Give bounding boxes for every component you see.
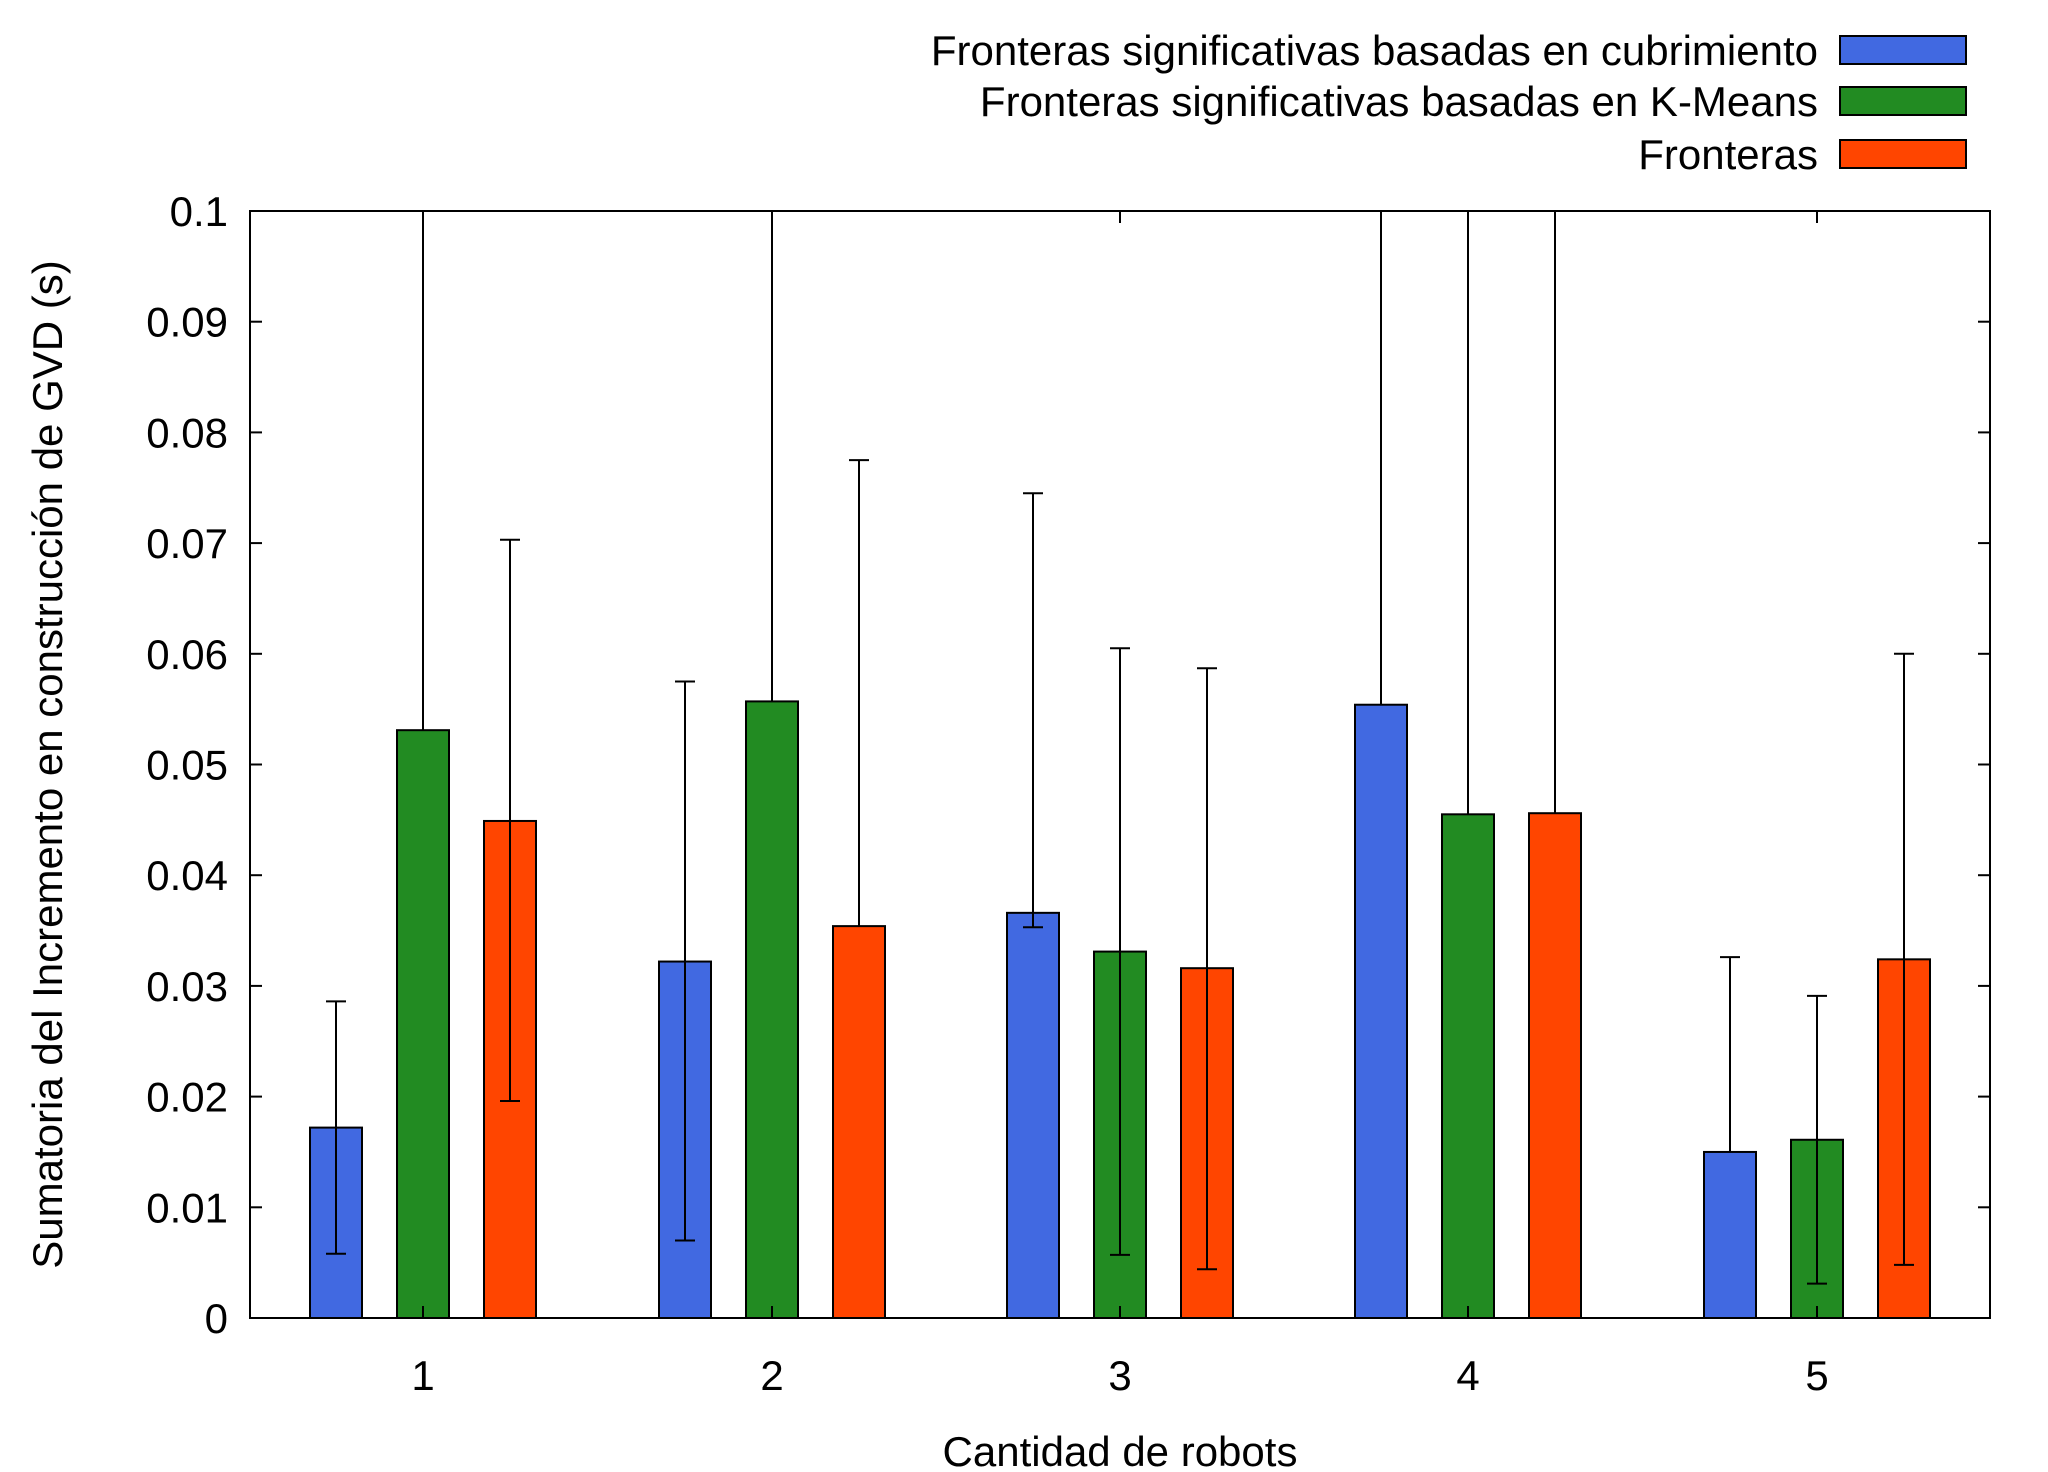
x-tick-label: 3 xyxy=(1108,1352,1131,1399)
x-tick-label: 1 xyxy=(411,1352,434,1399)
bar-fronteras-4 xyxy=(1528,812,1582,1319)
ticks-layer xyxy=(250,210,1990,1319)
error-bar-fronteras-3 xyxy=(1197,667,1217,1271)
y-tick-label: 0.07 xyxy=(146,520,228,567)
error-bar-kmeans-5 xyxy=(1807,994,1827,1285)
error-bar-fronteras-5 xyxy=(1894,652,1914,1266)
y-tick-label: 0.09 xyxy=(146,299,228,346)
bar-kmeans-1 xyxy=(396,729,450,1319)
error-bar-cubrimiento-1 xyxy=(326,1000,346,1255)
x-tick-label: 5 xyxy=(1805,1352,1828,1399)
legend-label-cubrimiento: Fronteras significativas basadas en cubr… xyxy=(931,27,1818,74)
bar-fronteras-2 xyxy=(832,925,886,1319)
x-axis-title: Cantidad de robots xyxy=(943,1428,1298,1472)
y-tick-labels: 0 0.01 0.02 0.03 0.04 0.05 0.06 0.07 0.08 0.09 0.1 xyxy=(146,188,228,1342)
y-tick-label: 0.08 xyxy=(146,409,228,456)
y-tick-label: 0.1 xyxy=(170,188,228,235)
y-tick-label: 0.04 xyxy=(146,852,228,899)
error-bars-layer xyxy=(326,211,1914,1285)
error-bar-fronteras-2 xyxy=(849,459,869,927)
legend: Fronteras significativas basadas en cubr… xyxy=(931,27,1967,178)
x-tick-label: 4 xyxy=(1456,1352,1479,1399)
legend-swatch-kmeans xyxy=(1839,86,1967,116)
legend-swatch-fronteras xyxy=(1839,139,1967,169)
bars-layer xyxy=(309,700,1931,1320)
error-bar-kmeans-3 xyxy=(1110,647,1130,1256)
bar-kmeans-4 xyxy=(1441,813,1495,1319)
y-tick-label: 0.03 xyxy=(146,963,228,1010)
error-bar-cubrimiento-2 xyxy=(675,680,695,1242)
error-bar-fronteras-1 xyxy=(500,538,520,1103)
y-tick-label: 0.01 xyxy=(146,1184,228,1231)
y-tick-label: 0.02 xyxy=(146,1074,228,1121)
x-tick-labels: 1 2 3 4 5 xyxy=(411,1352,1828,1399)
bar-kmeans-2 xyxy=(745,700,799,1319)
error-bar-cubrimiento-3 xyxy=(1023,492,1043,929)
bar-cubrimiento-3 xyxy=(1006,911,1060,1319)
legend-label-kmeans: Fronteras significativas basadas en K-Me… xyxy=(980,78,1818,125)
y-axis-title: Sumatoria del Incremento en construcción… xyxy=(24,260,71,1268)
error-bar-cubrimiento-5 xyxy=(1720,956,1740,1152)
y-tick-label: 0.06 xyxy=(146,631,228,678)
x-tick-label: 2 xyxy=(760,1352,783,1399)
legend-swatch-cubrimiento xyxy=(1839,35,1967,65)
y-tick-label: 0.05 xyxy=(146,742,228,789)
y-tick-label: 0 xyxy=(205,1295,228,1342)
bar-cubrimiento-5 xyxy=(1703,1150,1757,1319)
bar-cubrimiento-4 xyxy=(1354,703,1408,1319)
legend-label-fronteras: Fronteras xyxy=(1638,131,1818,178)
